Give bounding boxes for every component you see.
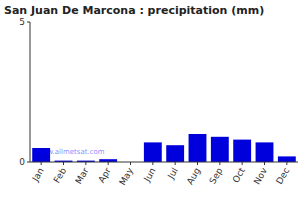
x-tick-label: May <box>117 165 135 187</box>
bar <box>144 142 162 162</box>
x-tick <box>197 162 198 165</box>
y-tick-label: 5 <box>19 17 25 27</box>
x-tick <box>219 162 220 165</box>
x-tick-label: Apr <box>96 166 113 185</box>
x-tick <box>130 162 131 165</box>
bar <box>233 140 251 162</box>
y-tick <box>27 22 30 23</box>
chart-svg: 0 5 Jan FebMar AprMay Jun Jul Aug Sep Oct NovDec Sa… <box>0 0 306 200</box>
x-tick <box>63 162 64 165</box>
bars <box>32 134 296 162</box>
x-tick-label: Jun <box>141 166 157 184</box>
bar <box>278 156 296 162</box>
y-tick-label: 0 <box>19 157 25 167</box>
x-tick <box>41 162 42 165</box>
y-tick <box>27 162 30 163</box>
annotation: www.allmetsat.com <box>36 148 105 156</box>
x-tick-label: Dec <box>274 166 291 186</box>
x-tick-label: Mar <box>73 166 90 186</box>
x-tick <box>286 162 287 165</box>
x-tick-label: Jan <box>30 166 46 184</box>
bar <box>189 134 207 162</box>
x-tick <box>175 162 176 165</box>
x-tick-label: Oct <box>230 166 247 185</box>
bar <box>211 137 229 162</box>
chart-title: San Juan De Marcona : precipitation (mm) <box>4 4 264 17</box>
x-tick-label: Aug <box>185 166 202 186</box>
y-axis-line <box>30 22 31 162</box>
chart-container: 0 5 Jan FebMar AprMay Jun Jul Aug Sep Oct NovDec Sa… <box>0 0 306 200</box>
x-tick <box>85 162 86 165</box>
x-tick-label: Jul <box>165 166 180 181</box>
x-tick-label: Nov <box>252 165 270 186</box>
bar <box>166 145 184 162</box>
x-tick-label: Feb <box>52 166 69 185</box>
x-tick <box>108 162 109 165</box>
x-tick <box>152 162 153 165</box>
x-tick <box>242 162 243 165</box>
x-tick <box>264 162 265 165</box>
x-axis-line <box>30 162 298 163</box>
x-tick-label: Sep <box>207 166 224 186</box>
bar <box>256 142 274 162</box>
